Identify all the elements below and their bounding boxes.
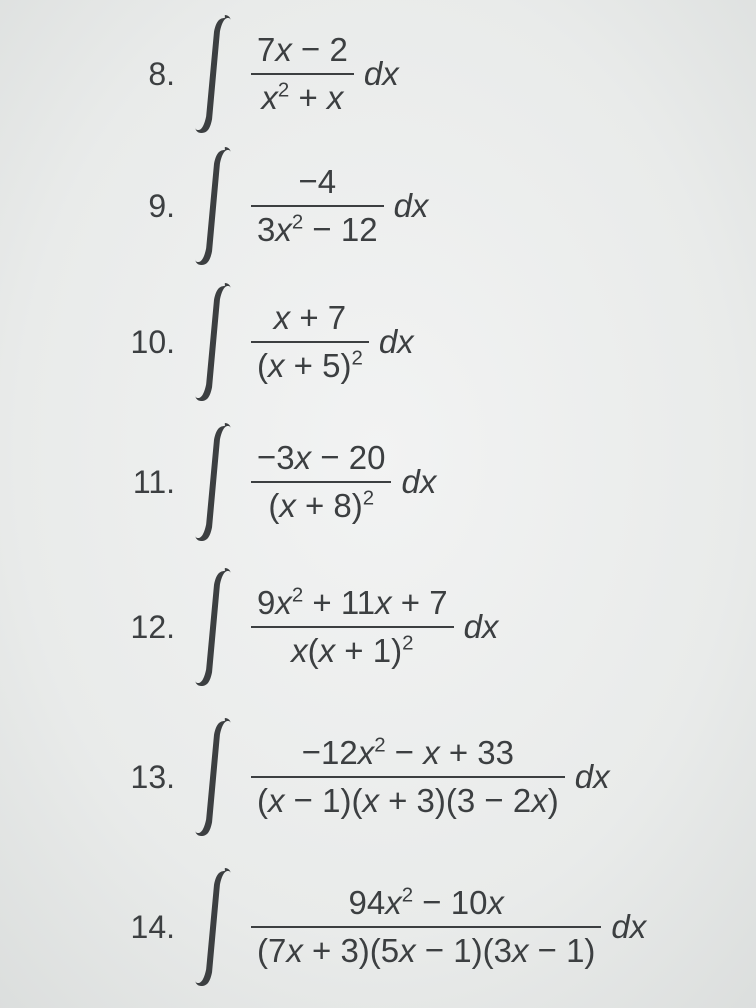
integral-icon xyxy=(193,147,237,265)
integral-icon xyxy=(193,283,237,401)
differential: dx xyxy=(611,908,646,946)
problem-11: 11. −3x − 20 (x + 8)2 dx xyxy=(105,412,646,552)
fraction: x + 7 (x + 5)2 xyxy=(251,297,369,387)
differential: dx xyxy=(379,323,414,361)
differential: dx xyxy=(401,463,436,501)
problem-13: 13. −12x2 − x + 33 (x − 1)(x + 3)(3 − 2x… xyxy=(105,702,646,852)
problem-list: 8. 7x − 2 x2 + x dx 9. −4 3x2 − 12 dx 10… xyxy=(105,8,646,1002)
problem-10: 10. x + 7 (x + 5)2 dx xyxy=(105,272,646,412)
fraction-bar xyxy=(251,205,384,207)
denominator: x(x + 1)2 xyxy=(285,630,419,672)
numerator: x + 7 xyxy=(268,297,352,339)
denominator: (x + 8)2 xyxy=(262,485,380,527)
problem-number: 11. xyxy=(105,464,193,501)
numerator: −12x2 − x + 33 xyxy=(296,732,520,774)
integral-icon xyxy=(193,15,237,133)
fraction-bar xyxy=(251,481,391,483)
differential: dx xyxy=(364,55,399,93)
problem-number: 10. xyxy=(105,324,193,361)
numerator: 7x − 2 xyxy=(251,29,354,71)
denominator: (x − 1)(x + 3)(3 − 2x) xyxy=(251,780,565,822)
problem-8: 8. 7x − 2 x2 + x dx xyxy=(105,8,646,140)
fraction-bar xyxy=(251,776,565,778)
fraction-bar xyxy=(251,926,601,928)
fraction: 7x − 2 x2 + x xyxy=(251,29,354,119)
problem-number: 8. xyxy=(105,56,193,93)
fraction-bar xyxy=(251,626,454,628)
problem-number: 14. xyxy=(105,909,193,946)
fraction: 94x2 − 10x (7x + 3)(5x − 1)(3x − 1) xyxy=(251,882,601,972)
problem-number: 12. xyxy=(105,609,193,646)
denominator: 3x2 − 12 xyxy=(251,209,384,251)
differential: dx xyxy=(394,187,429,225)
integral-icon xyxy=(193,568,237,686)
problem-9: 9. −4 3x2 − 12 dx xyxy=(105,140,646,272)
differential: dx xyxy=(464,608,499,646)
problem-number: 13. xyxy=(105,759,193,796)
denominator: (x + 5)2 xyxy=(251,345,369,387)
denominator: x2 + x xyxy=(255,77,349,119)
fraction: −4 3x2 − 12 xyxy=(251,161,384,251)
integral-icon xyxy=(193,868,237,986)
problem-number: 9. xyxy=(105,188,193,225)
denominator: (7x + 3)(5x − 1)(3x − 1) xyxy=(251,930,601,972)
fraction: −3x − 20 (x + 8)2 xyxy=(251,437,391,527)
fraction-bar xyxy=(251,341,369,343)
numerator: 94x2 − 10x xyxy=(343,882,510,924)
problem-14: 14. 94x2 − 10x (7x + 3)(5x − 1)(3x − 1) … xyxy=(105,852,646,1002)
numerator: −4 xyxy=(292,161,342,203)
differential: dx xyxy=(575,758,610,796)
fraction: 9x2 + 11x + 7 x(x + 1)2 xyxy=(251,582,454,672)
problem-12: 12. 9x2 + 11x + 7 x(x + 1)2 dx xyxy=(105,552,646,702)
numerator: −3x − 20 xyxy=(251,437,391,479)
integral-icon xyxy=(193,423,237,541)
numerator: 9x2 + 11x + 7 xyxy=(251,582,454,624)
integral-icon xyxy=(193,718,237,836)
fraction-bar xyxy=(251,73,354,75)
fraction: −12x2 − x + 33 (x − 1)(x + 3)(3 − 2x) xyxy=(251,732,565,822)
